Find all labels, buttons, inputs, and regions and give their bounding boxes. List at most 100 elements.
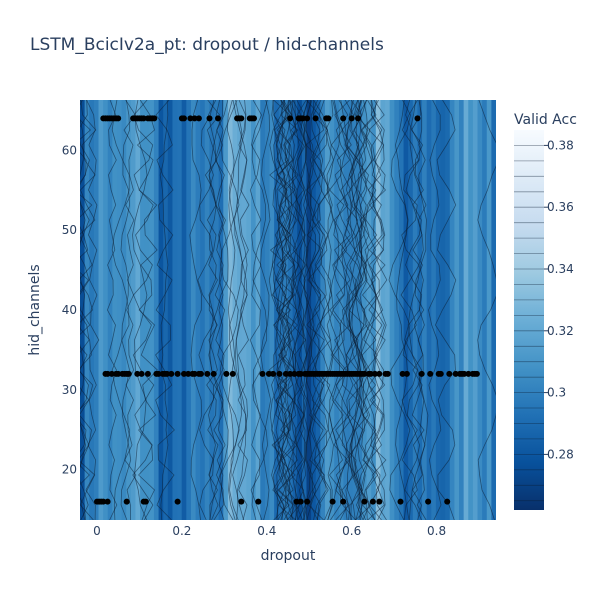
trial-point [425,499,431,505]
trial-point [313,115,319,121]
contour-band [94,100,99,520]
contour-band [182,100,187,520]
contour-band [98,100,103,520]
colorbar-tick-label: 0.36 [547,200,574,214]
trial-point [204,371,210,377]
contour-band [246,100,251,520]
trial-point [298,499,304,505]
trial-point [376,371,382,377]
colorbar-tick-label: 0.3 [547,386,566,400]
trial-point [277,371,283,377]
trial-point [196,115,202,121]
trial-point [404,371,410,377]
contour-band [196,100,201,520]
y-axis-label: hid_channels [27,264,43,355]
contour-band [427,100,432,520]
trial-point [124,499,130,505]
trial-point [287,115,293,121]
x-axis-label: dropout [261,548,316,564]
x-tick-label: 0.6 [342,524,361,538]
trial-point [105,499,111,505]
trial-point [419,371,425,377]
trial-point [175,371,181,377]
contour-band [422,100,427,520]
trial-point [198,371,204,377]
contour-band [482,100,487,520]
colorbar-gradient [514,130,544,510]
contour-band [491,100,496,520]
trial-point [376,499,382,505]
x-tick-label: 0.2 [172,524,191,538]
trial-point [207,115,213,121]
contour-band [404,100,409,520]
trial-point [260,371,266,377]
contour-band [436,100,441,520]
trial-point [438,371,444,377]
trial-point [340,499,346,505]
trial-point [340,115,346,121]
trial-point [325,115,331,121]
trial-point [145,371,151,377]
trial-point [385,371,391,377]
contour-band [219,100,224,520]
contour-bands [80,100,497,520]
contour-band [478,100,483,520]
trial-point [181,115,187,121]
trial-point [398,499,404,505]
x-tick-label: 0 [93,524,101,538]
trial-point [349,115,355,121]
x-axis-ticks: 0 0.2 0.4 0.6 0.8 [93,524,446,538]
contour-band [251,100,256,520]
contour-band [265,100,270,520]
y-tick-label: 60 [62,143,77,157]
trial-point [304,115,310,121]
contour-band [177,100,182,520]
trial-point [474,371,480,377]
trial-point [151,115,157,121]
trial-point [139,371,145,377]
trial-point [270,371,276,377]
chart-title: LSTM_BcicIv2a_pt: dropout / hid-channels [30,35,384,55]
contour-band [108,100,113,520]
trial-point [304,499,310,505]
y-axis-ticks: 20 30 40 50 60 [62,143,77,476]
contour-band [131,100,136,520]
trial-point [223,371,229,377]
trial-point [115,115,121,121]
contour-band [186,100,191,520]
trial-point [238,499,244,505]
y-tick-label: 40 [62,303,77,317]
trial-point [126,371,132,377]
colorbar-tick-label: 0.32 [547,324,574,338]
contour-band [441,100,446,520]
contour-band [172,100,177,520]
y-tick-label: 50 [62,223,77,237]
trial-point [215,115,221,121]
colorbar-tick-label: 0.38 [547,138,574,152]
y-tick-label: 30 [62,383,77,397]
trial-point [175,499,181,505]
trial-point [355,115,361,121]
trial-point [255,499,261,505]
contour-band [454,100,459,520]
trial-point [446,371,452,377]
colorbar: Valid Acc 0.28 0.3 0.32 0.34 0.36 0.38 [514,112,577,510]
colorbar-tick-label: 0.34 [547,262,574,276]
contour-band [487,100,492,520]
trial-point [251,115,257,121]
contour-band [385,100,390,520]
trial-point [330,499,336,505]
contour-band [260,100,265,520]
y-tick-label: 20 [62,463,77,477]
trial-point [370,499,376,505]
contour-band [117,100,122,520]
trial-point [361,499,367,505]
contour-band [473,100,478,520]
trial-point [444,499,450,505]
colorbar-tick-label: 0.28 [547,447,574,461]
trial-point [238,115,244,121]
trial-point [230,371,236,377]
contour-band [431,100,436,520]
